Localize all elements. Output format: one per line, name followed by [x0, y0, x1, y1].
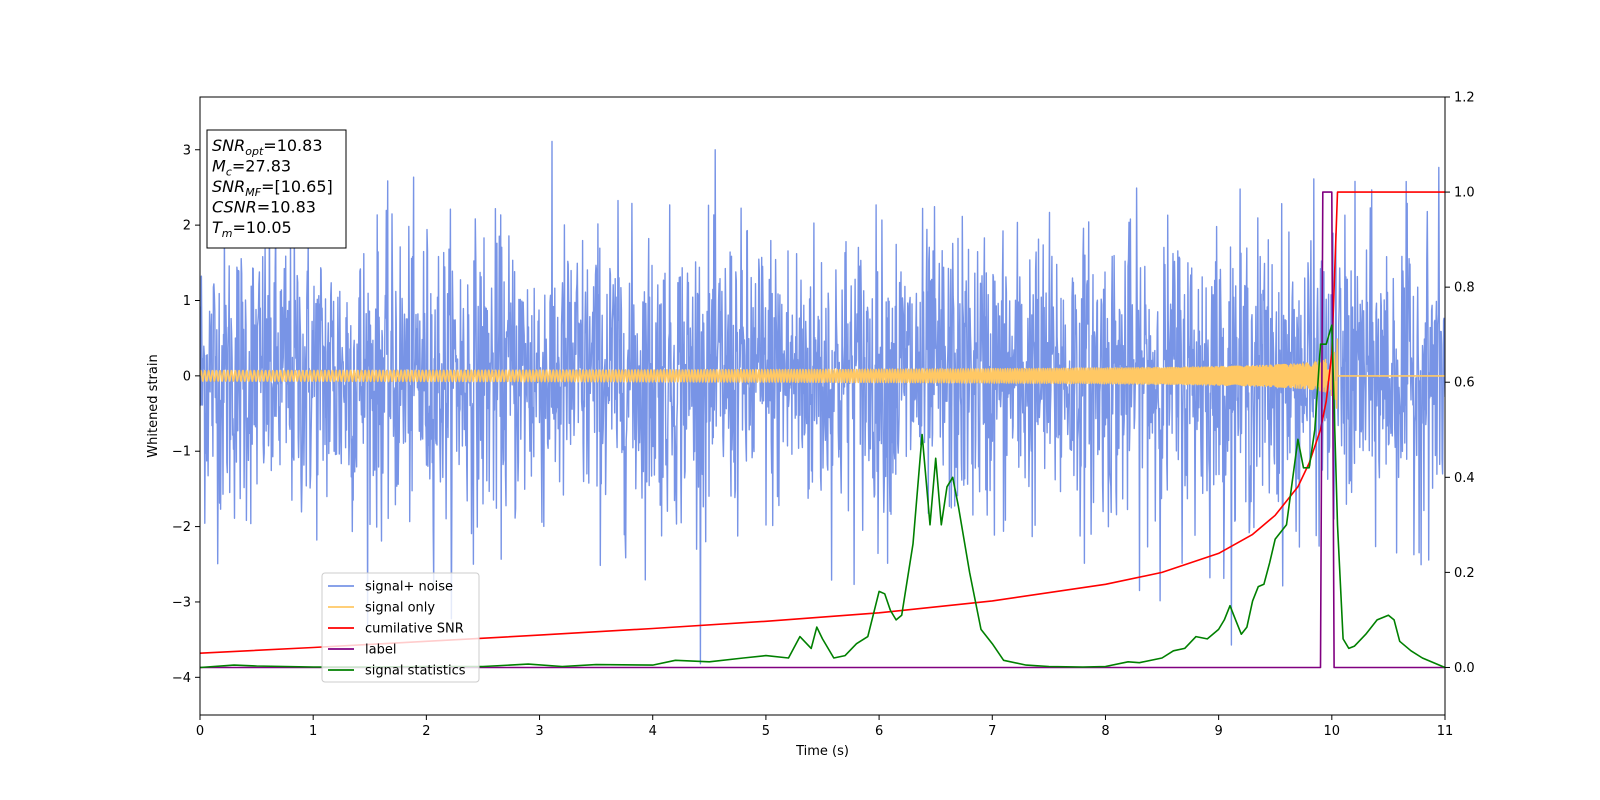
- y-axis-left: −4 −3 −2 −1 0 1 2 3: [172, 143, 200, 686]
- y-right-tick-label: 0.4: [1454, 471, 1475, 486]
- annotation-line: Tm=10.05: [212, 218, 292, 240]
- y-left-tick-label: 0: [183, 369, 191, 384]
- annotation-sub: c: [226, 166, 232, 179]
- annotation-var: SNR: [212, 177, 245, 196]
- x-tick-label: 2: [422, 724, 430, 739]
- y-axis-right: 0.0 0.2 0.4 0.6 0.8 1.0 1.2: [1445, 91, 1475, 676]
- series-signal-statistics: [200, 324, 1445, 669]
- y-left-tick-label: −3: [172, 595, 191, 610]
- legend-label-signal-statistics: signal statistics: [365, 664, 466, 679]
- annotation-var: CSNR: [212, 198, 257, 217]
- annotation-var: M: [212, 157, 226, 176]
- series-label: [200, 191, 1445, 669]
- annotation-value: =27.83: [232, 157, 291, 176]
- series-cumilative-snr: [200, 191, 1445, 654]
- y-axis-label: Whitened strain: [146, 354, 161, 457]
- x-tick-label: 6: [875, 724, 883, 739]
- annotation-var: SNR: [212, 136, 245, 155]
- annotation-sub: MF: [245, 186, 261, 199]
- y-left-tick-label: 1: [183, 294, 191, 309]
- x-tick-label: 5: [762, 724, 770, 739]
- x-axis-label: Time (s): [795, 744, 849, 759]
- x-axis: 0 1 2 3 4 5 6 7 8 9 10 11: [196, 715, 1453, 739]
- annotation-line: CSNR=10.83: [212, 198, 316, 217]
- x-tick-label: 0: [196, 724, 204, 739]
- y-left-tick-label: 2: [183, 219, 191, 234]
- x-tick-label: 9: [1214, 724, 1222, 739]
- legend: signal+ noise signal only cumilative SNR la…: [321, 572, 480, 683]
- annotation-value: =10.05: [233, 218, 292, 237]
- x-tick-label: 3: [535, 724, 543, 739]
- x-tick-label: 10: [1324, 724, 1341, 739]
- x-tick-label: 11: [1437, 724, 1454, 739]
- x-tick-label: 1: [309, 724, 317, 739]
- y-right-tick-label: 0.2: [1454, 566, 1475, 581]
- y-left-tick-label: −1: [172, 445, 191, 460]
- annotation-sub: opt: [245, 145, 264, 158]
- x-tick-label: 8: [1101, 724, 1109, 739]
- annotation-line: Mc=27.83: [212, 157, 291, 179]
- annotation-sub: m: [222, 227, 233, 240]
- y-right-tick-label: 0.6: [1454, 376, 1475, 391]
- y-right-tick-label: 0.8: [1454, 281, 1475, 296]
- legend-label-signal-only: signal only: [365, 601, 435, 616]
- legend-frame: [321, 572, 480, 683]
- series-signal-noise: [200, 140, 1445, 665]
- annotation-line: SNRMF=[10.65]: [212, 177, 333, 199]
- plot-area: [200, 140, 1445, 669]
- y-left-tick-label: −4: [172, 671, 191, 686]
- series-signal-only: [200, 338, 1445, 409]
- x-tick-label: 7: [988, 724, 996, 739]
- legend-label-label: label: [365, 643, 396, 658]
- annotation-frame: [206, 129, 347, 249]
- y-right-tick-label: 1.2: [1454, 91, 1475, 106]
- y-right-tick-label: 1.0: [1454, 186, 1475, 201]
- y-left-tick-label: −2: [172, 520, 191, 535]
- annotation-value: =[10.65]: [261, 177, 333, 196]
- plot-frame: [199, 96, 1446, 716]
- annotation-line: SNRopt=10.83: [212, 136, 323, 158]
- annotation-var: T: [212, 218, 223, 237]
- legend-label-cumilative-snr: cumilative SNR: [365, 622, 464, 637]
- y-left-tick-label: 3: [183, 143, 191, 158]
- annotation-value: =10.83: [257, 198, 316, 217]
- annotation-box: SNRopt=10.83Mc=27.83SNRMF=[10.65]CSNR=10…: [206, 129, 347, 249]
- legend-label-signal-noise: signal+ noise: [365, 580, 453, 595]
- y-right-tick-label: 0.0: [1454, 661, 1475, 676]
- x-tick-label: 4: [649, 724, 657, 739]
- annotation-value: =10.83: [263, 136, 322, 155]
